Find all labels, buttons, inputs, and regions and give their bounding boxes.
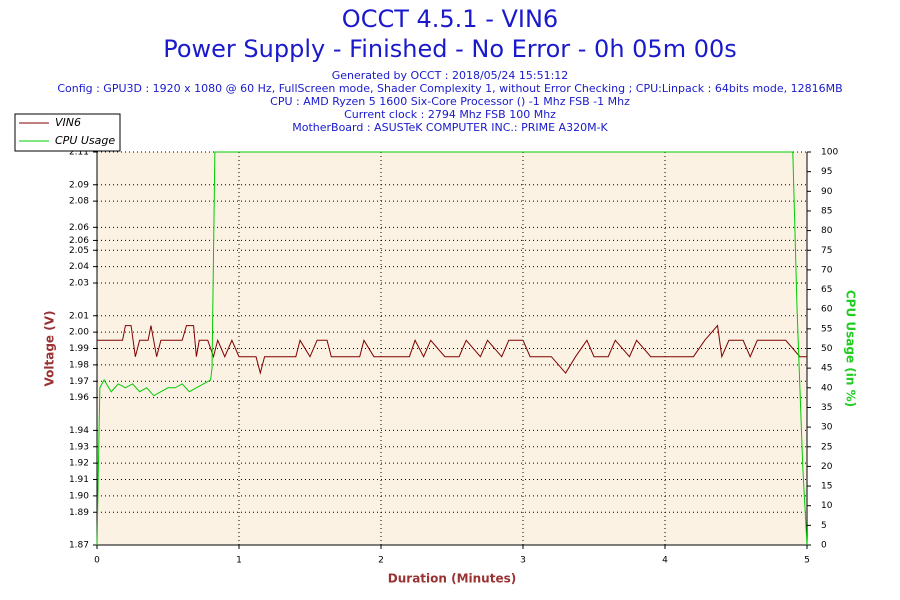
- y2-axis-label: CPU Usage (in %): [844, 290, 858, 407]
- series-line: [96, 151, 808, 546]
- y-tick-label: 1.93: [69, 442, 89, 452]
- info-line: Current clock : 2794 Mhz FSB 100 Mhz: [344, 108, 556, 121]
- y2-tick-label: 15: [821, 482, 832, 492]
- x-tick-label: 2: [378, 556, 384, 566]
- y2-tick-label: 0: [821, 541, 827, 551]
- y2-tick-label: 35: [821, 403, 832, 413]
- y-tick-label: 2.06: [69, 236, 89, 246]
- y2-tick-label: 65: [821, 285, 832, 295]
- x-tick-label: 5: [804, 556, 810, 566]
- y-tick-label: 1.94: [69, 426, 89, 436]
- y-tick-label: 1.90: [69, 491, 89, 501]
- y-tick-label: 2.00: [69, 328, 89, 338]
- x-axis-label: Duration (Minutes): [388, 572, 516, 586]
- y-tick-label: 1.92: [69, 459, 89, 469]
- y2-tick-label: 40: [821, 383, 833, 393]
- x-tick-label: 4: [662, 556, 668, 566]
- series-line: [97, 324, 807, 376]
- legend-box: [14, 113, 121, 152]
- y-tick-label: 1.96: [69, 393, 89, 403]
- info-line: Generated by OCCT : 2018/05/24 15:51:12: [332, 69, 569, 82]
- y2-tick-label: 95: [821, 167, 832, 177]
- y2-tick-label: 90: [821, 187, 833, 197]
- legend-label: VIN6: [55, 116, 81, 129]
- y-tick-label: 2.04: [69, 262, 89, 272]
- y-tick-label: 2.11: [69, 148, 89, 158]
- x-tick-label: 1: [236, 556, 242, 566]
- y2-tick-label: 55: [821, 324, 832, 334]
- y-tick-label: 1.98: [69, 360, 89, 370]
- y-tick-label: 2.06: [69, 223, 89, 233]
- y2-tick-label: 60: [821, 305, 833, 315]
- y-tick-label: 2.05: [69, 246, 89, 256]
- chart-title: OCCT 4.5.1 - VIN6: [342, 5, 558, 33]
- y-axis-label: Voltage (V): [43, 311, 57, 387]
- y2-tick-label: 5: [821, 521, 827, 531]
- y2-tick-label: 50: [821, 344, 833, 354]
- info-line: Config : GPU3D : 1920 x 1080 @ 60 Hz, Fu…: [57, 82, 842, 95]
- chart-subtitle: Power Supply - Finished - No Error - 0h …: [163, 35, 737, 63]
- plot-area: [97, 152, 807, 545]
- y-tick-label: 2.08: [69, 197, 89, 207]
- y2-tick-label: 20: [821, 462, 833, 472]
- y-tick-label: 1.89: [69, 508, 89, 518]
- y-tick-label: 1.91: [69, 475, 89, 485]
- y2-tick-label: 80: [821, 226, 833, 236]
- x-tick-label: 0: [94, 556, 100, 566]
- y-tick-label: 1.97: [69, 377, 89, 387]
- y-tick-label: 1.99: [69, 344, 89, 354]
- y2-tick-label: 70: [821, 265, 833, 275]
- x-tick-label: 3: [520, 556, 526, 566]
- y2-tick-label: 10: [821, 501, 833, 511]
- y2-tick-label: 75: [821, 246, 832, 256]
- y-tick-label: 2.09: [69, 180, 89, 190]
- info-line: CPU : AMD Ryzen 5 1600 Six-Core Processo…: [270, 95, 630, 108]
- y2-tick-label: 30: [821, 423, 833, 433]
- y2-tick-label: 85: [821, 206, 832, 216]
- legend-label: CPU Usage: [55, 134, 115, 147]
- y2-tick-label: 100: [821, 148, 838, 158]
- y-tick-label: 1.87: [69, 541, 89, 551]
- info-line: MotherBoard : ASUSTeK COMPUTER INC.: PRI…: [292, 121, 608, 134]
- y2-tick-label: 25: [821, 442, 832, 452]
- y-tick-label: 2.01: [69, 311, 89, 321]
- y-tick-label: 2.03: [69, 279, 89, 289]
- y2-tick-label: 45: [821, 364, 832, 374]
